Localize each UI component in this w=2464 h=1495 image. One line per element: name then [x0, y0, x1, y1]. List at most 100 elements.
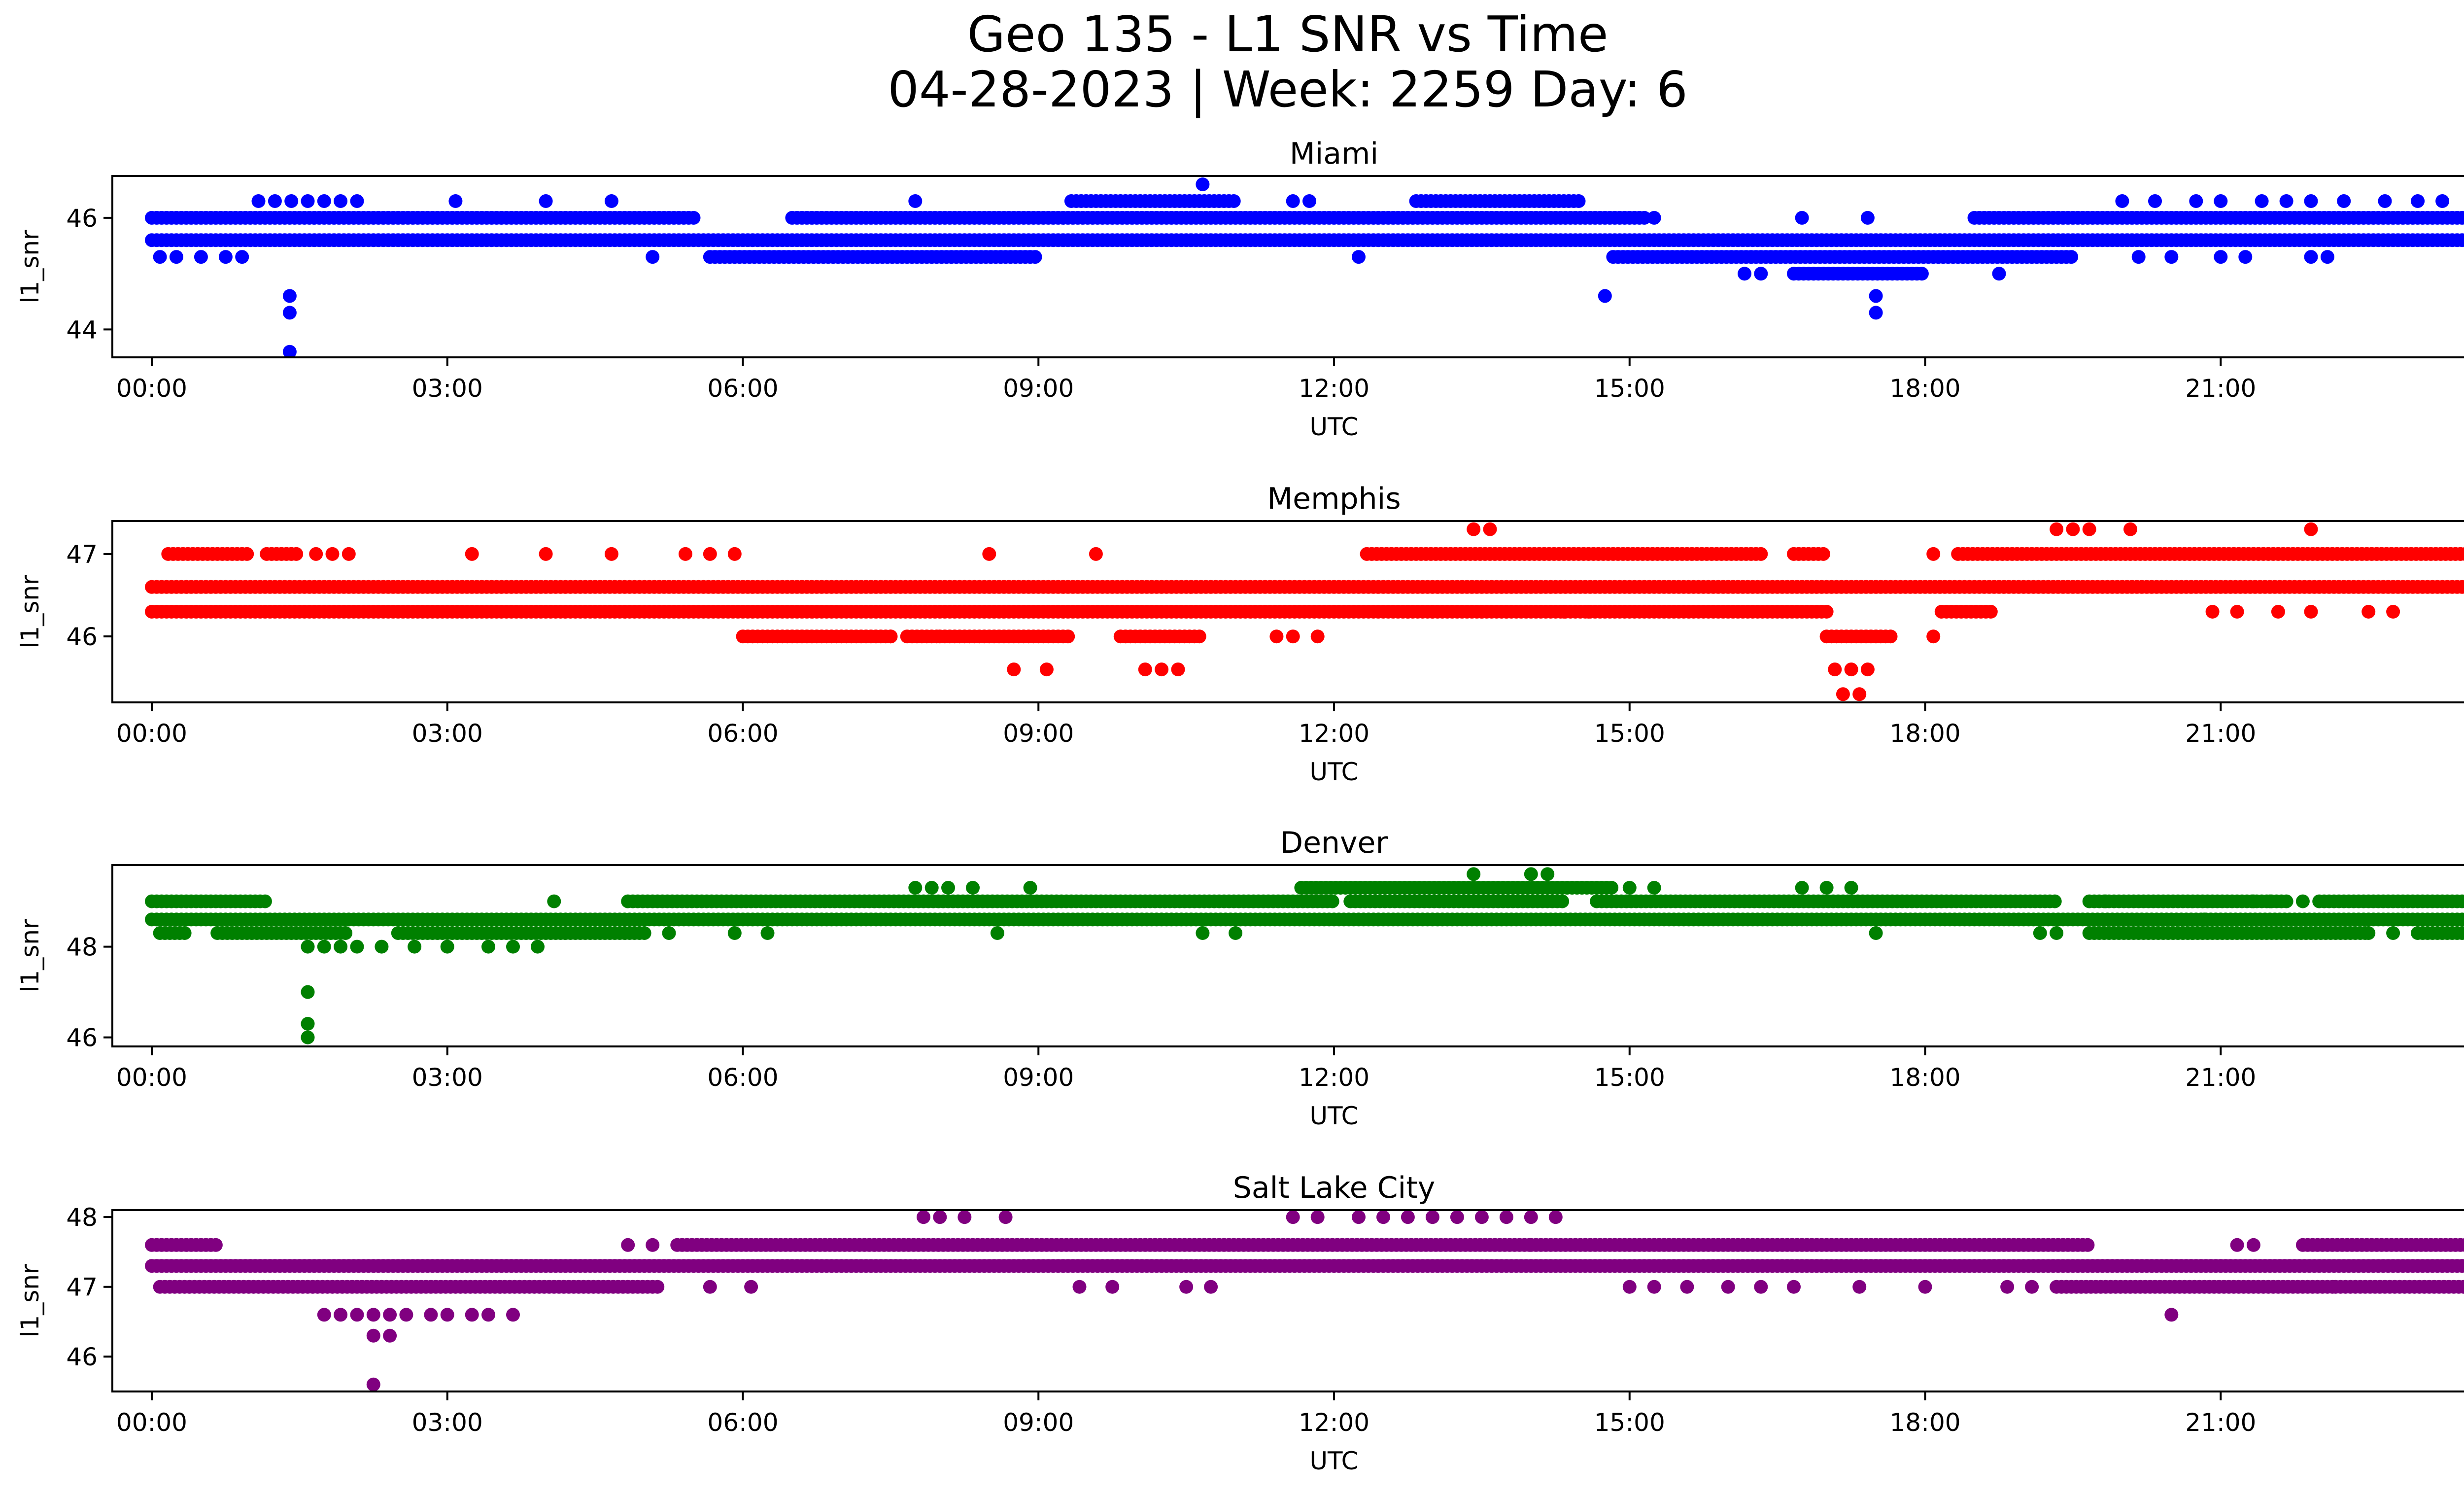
y-tick-label: 44 — [66, 315, 98, 344]
data-point — [1007, 662, 1021, 677]
figure-title: Geo 135 - L1 SNR vs Time 04-28-2023 | We… — [0, 7, 2464, 117]
data-point — [1819, 605, 1834, 619]
data-point — [2460, 211, 2464, 224]
x-tick-label: 06:00 — [707, 374, 778, 403]
data-point — [317, 939, 331, 954]
data-point — [1992, 267, 2006, 281]
y-axis-label: l1_snr — [16, 575, 44, 648]
data-point — [1310, 1210, 1325, 1224]
data-point — [990, 926, 1004, 940]
data-point — [1089, 547, 1103, 561]
data-point — [604, 194, 618, 208]
data-point — [727, 926, 742, 940]
data-point — [1524, 1210, 1538, 1224]
data-point — [2230, 1238, 2244, 1252]
data-point — [2460, 581, 2464, 593]
data-point — [309, 547, 323, 561]
data-point — [2123, 522, 2137, 536]
x-tick-label: 15:00 — [1594, 719, 1665, 748]
x-tick-label: 03:00 — [412, 1063, 483, 1092]
data-point — [1467, 522, 1481, 536]
data-point — [539, 547, 553, 561]
data-point — [966, 881, 980, 895]
data-point — [317, 1308, 331, 1322]
data-point — [1310, 629, 1325, 644]
data-point — [1647, 1280, 1661, 1294]
x-tick-label: 18:00 — [1889, 1408, 1960, 1437]
data-point — [646, 250, 660, 264]
y-tick-label: 47 — [66, 540, 98, 569]
y-axis-label: l1_snr — [16, 1264, 44, 1337]
data-point — [301, 194, 315, 208]
data-point — [884, 629, 898, 644]
data-point — [1598, 289, 1612, 303]
data-point — [1425, 1210, 1439, 1224]
data-point — [1061, 629, 1075, 644]
data-point — [2230, 605, 2244, 619]
data-point — [1647, 881, 1661, 895]
data-point — [2115, 194, 2129, 208]
data-point — [2337, 194, 2351, 208]
x-axis-label: UTC — [1309, 1102, 1358, 1130]
data-point — [1425, 605, 1439, 619]
data-point — [1637, 210, 1651, 225]
data-point — [465, 547, 479, 561]
data-point — [2295, 894, 2310, 908]
data-point — [2255, 194, 2269, 208]
data-point — [727, 547, 742, 561]
data-point — [2271, 605, 2285, 619]
data-point — [531, 939, 545, 954]
data-point — [366, 1308, 380, 1322]
x-tick-label: 12:00 — [1299, 374, 1369, 403]
data-point — [2214, 194, 2228, 208]
subplot-title: Memphis — [1267, 482, 1401, 516]
x-tick-label: 18:00 — [1889, 1063, 1960, 1092]
data-point — [334, 939, 348, 954]
data-point — [2238, 250, 2253, 264]
data-point — [2197, 912, 2211, 927]
data-point — [1352, 250, 1366, 264]
data-point — [440, 939, 454, 954]
x-tick-label: 21:00 — [2185, 374, 2256, 403]
data-point — [1474, 1210, 1489, 1224]
data-point — [958, 1210, 972, 1224]
data-point — [2000, 1280, 2015, 1294]
y-tick-label: 48 — [66, 1203, 98, 1232]
data-point — [153, 250, 167, 264]
data-point — [334, 194, 348, 208]
data-point — [2214, 250, 2228, 264]
figure-title-line-1: Geo 135 - L1 SNR vs Time — [967, 5, 1608, 63]
data-point — [547, 894, 561, 908]
data-point — [1286, 194, 1300, 208]
data-point — [2164, 1308, 2179, 1322]
data-point — [1622, 1280, 1637, 1294]
data-point — [235, 250, 249, 264]
data-point — [1105, 1280, 1120, 1294]
data-point — [284, 194, 299, 208]
data-point — [1540, 867, 1555, 881]
data-point — [1499, 605, 1513, 619]
data-point — [506, 1308, 520, 1322]
data-point — [448, 194, 463, 208]
data-point — [678, 547, 692, 561]
x-axis-label: UTC — [1309, 1447, 1358, 1475]
data-point — [1754, 1280, 1768, 1294]
data-point — [2460, 234, 2464, 246]
data-point — [2304, 522, 2318, 536]
data-point — [941, 881, 955, 895]
data-point — [1499, 1210, 1513, 1224]
data-point — [1155, 662, 1169, 677]
data-point — [650, 1280, 665, 1294]
data-point — [1196, 926, 1210, 940]
data-point — [637, 926, 651, 940]
data-point — [1138, 662, 1152, 677]
x-tick-label: 15:00 — [1594, 1408, 1665, 1437]
data-point — [1836, 687, 1850, 701]
data-point — [2148, 194, 2162, 208]
data-point — [350, 939, 364, 954]
data-point — [334, 1308, 348, 1322]
x-tick-label: 09:00 — [1003, 1063, 1074, 1092]
data-point — [325, 547, 340, 561]
y-tick-label: 46 — [66, 204, 98, 233]
series-points — [145, 177, 2464, 357]
